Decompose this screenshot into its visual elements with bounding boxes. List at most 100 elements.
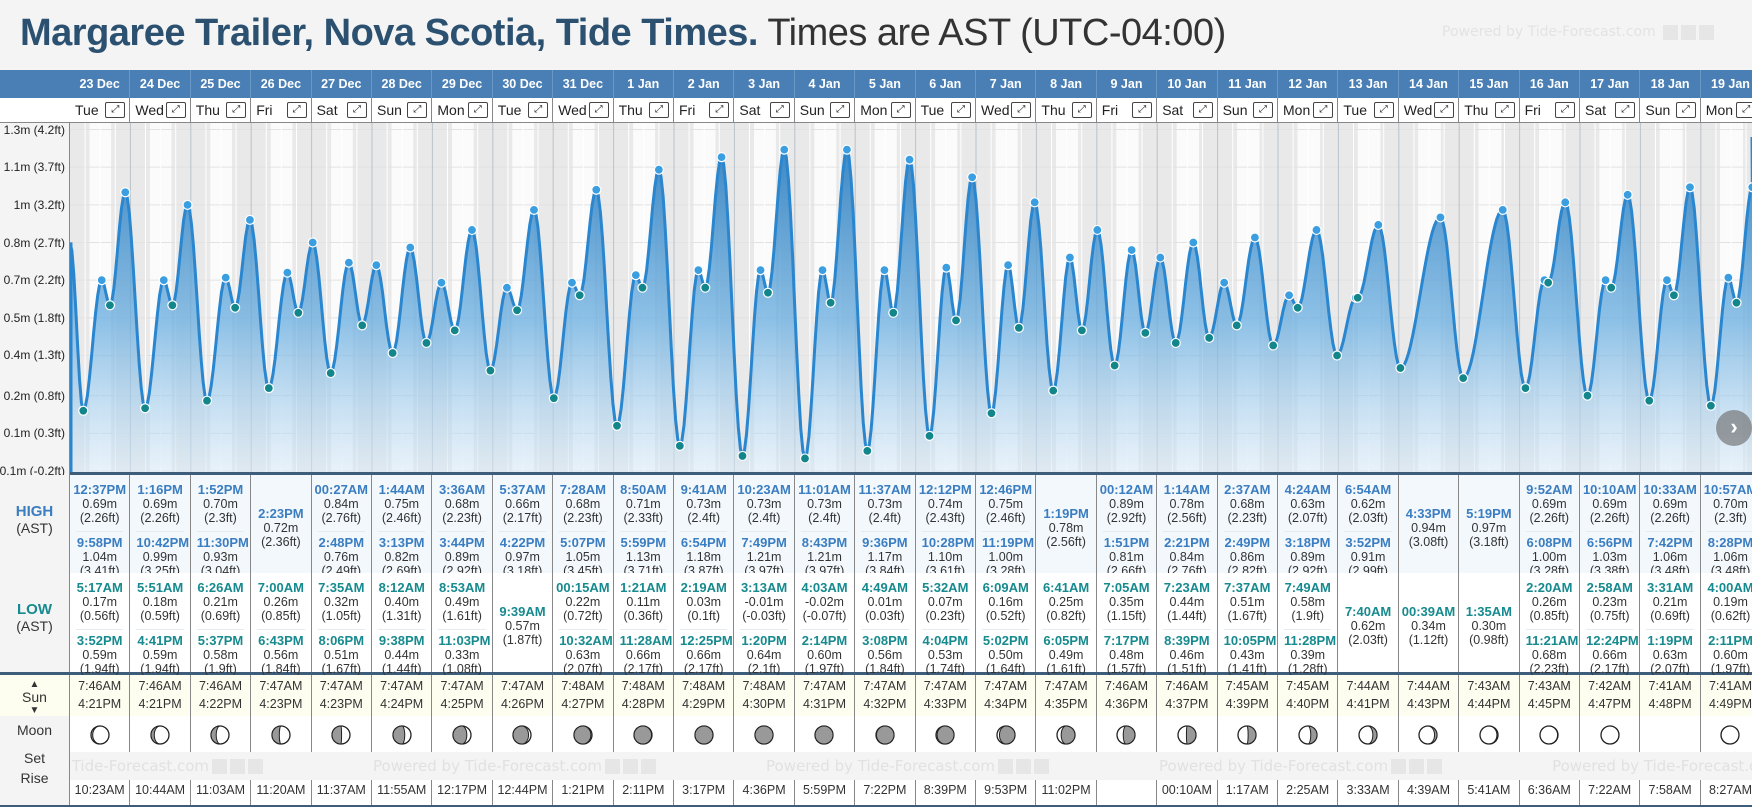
powered-by-link[interactable]: Powered by Tide-Forecast.com xyxy=(1442,24,1715,40)
expand-day-button[interactable]: ⤢ xyxy=(346,102,367,118)
high-tide-point[interactable] xyxy=(1283,290,1295,301)
low-tide-point[interactable] xyxy=(825,297,836,308)
high-tide-point[interactable] xyxy=(1373,219,1384,231)
expand-day-button[interactable]: ⤢ xyxy=(950,102,971,118)
low-tide-point[interactable] xyxy=(737,450,748,462)
high-tide-point[interactable] xyxy=(371,260,382,271)
expand-day-button[interactable]: ⤢ xyxy=(648,102,669,118)
low-tide-point[interactable] xyxy=(1395,362,1406,374)
low-tide-point[interactable] xyxy=(293,307,304,318)
high-tide-point[interactable] xyxy=(1723,272,1734,283)
high-tide-point[interactable] xyxy=(1684,182,1696,193)
low-tide-point[interactable] xyxy=(1013,322,1024,333)
expand-day-button[interactable]: ⤢ xyxy=(1736,102,1752,118)
low-tide-point[interactable] xyxy=(511,305,523,316)
low-tide-point[interactable] xyxy=(1606,282,1617,293)
low-tide-point[interactable] xyxy=(1048,385,1059,396)
high-tide-point[interactable] xyxy=(1311,224,1322,236)
low-tide-point[interactable] xyxy=(862,445,873,457)
low-tide-point[interactable] xyxy=(449,325,460,336)
high-tide-point[interactable] xyxy=(182,199,193,210)
low-tide-point[interactable] xyxy=(574,290,585,301)
powered-by-watermark[interactable]: Powered by Tide-Forecast.com xyxy=(766,752,1050,780)
high-tide-point[interactable] xyxy=(1126,244,1137,256)
high-tide-point[interactable] xyxy=(1064,252,1076,263)
high-tide-point[interactable] xyxy=(879,265,890,276)
low-tide-point[interactable] xyxy=(485,365,496,376)
high-tide-point[interactable] xyxy=(120,187,131,198)
high-tide-point[interactable] xyxy=(96,275,107,286)
high-tide-point[interactable] xyxy=(1092,224,1103,236)
low-tide-point[interactable] xyxy=(637,282,648,293)
low-tide-point[interactable] xyxy=(357,320,368,331)
low-tide-point[interactable] xyxy=(1644,395,1655,406)
expand-day-button[interactable]: ⤢ xyxy=(467,102,488,118)
high-tide-point[interactable] xyxy=(1747,182,1752,193)
expand-day-button[interactable]: ⤢ xyxy=(1011,102,1032,118)
low-tide-point[interactable] xyxy=(1731,297,1742,308)
low-tide-point[interactable] xyxy=(1170,337,1181,349)
low-tide-point[interactable] xyxy=(1458,372,1469,384)
high-tide-point[interactable] xyxy=(220,272,231,283)
high-tide-point[interactable] xyxy=(528,204,540,215)
low-tide-point[interactable] xyxy=(1331,350,1343,361)
high-tide-point[interactable] xyxy=(343,257,354,268)
expand-day-button[interactable]: ⤢ xyxy=(1675,102,1696,118)
powered-by-watermark[interactable]: Powered by Tide-Forecast.com xyxy=(1552,752,1752,780)
expand-day-button[interactable]: ⤢ xyxy=(890,102,911,118)
expand-day-button[interactable]: ⤢ xyxy=(830,102,851,118)
high-tide-point[interactable] xyxy=(282,267,293,278)
high-tide-point[interactable] xyxy=(158,275,169,286)
expand-day-button[interactable]: ⤢ xyxy=(1252,102,1273,118)
low-tide-point[interactable] xyxy=(700,282,711,293)
expand-day-button[interactable]: ⤢ xyxy=(709,102,730,118)
high-tide-point[interactable] xyxy=(1560,197,1571,208)
high-tide-point[interactable] xyxy=(817,265,828,276)
high-tide-point[interactable] xyxy=(1188,237,1199,248)
expand-day-button[interactable]: ⤢ xyxy=(528,102,549,118)
expand-day-button[interactable]: ⤢ xyxy=(1494,102,1515,118)
expand-day-button[interactable]: ⤢ xyxy=(1373,102,1394,118)
low-tide-point[interactable] xyxy=(167,300,178,311)
expand-day-button[interactable]: ⤢ xyxy=(1434,102,1455,118)
high-tide-point[interactable] xyxy=(653,164,664,175)
expand-day-button[interactable]: ⤢ xyxy=(1554,102,1575,118)
expand-day-button[interactable]: ⤢ xyxy=(407,102,428,118)
expand-day-button[interactable]: ⤢ xyxy=(769,102,790,118)
high-tide-point[interactable] xyxy=(1622,189,1633,200)
low-tide-point[interactable] xyxy=(1668,290,1680,301)
low-tide-point[interactable] xyxy=(1705,400,1716,411)
low-tide-point[interactable] xyxy=(230,302,241,313)
low-tide-point[interactable] xyxy=(1140,327,1151,338)
high-tide-point[interactable] xyxy=(1219,277,1230,288)
low-tide-point[interactable] xyxy=(888,307,899,318)
powered-by-watermark[interactable]: Powered by Tide-Forecast.com xyxy=(1159,752,1443,780)
high-tide-point[interactable] xyxy=(1497,204,1508,215)
high-tide-point[interactable] xyxy=(466,224,478,236)
high-tide-point[interactable] xyxy=(1003,260,1014,271)
low-tide-point[interactable] xyxy=(104,300,116,311)
low-tide-point[interactable] xyxy=(325,367,336,379)
low-tide-point[interactable] xyxy=(263,383,274,394)
high-tide-point[interactable] xyxy=(1600,275,1611,286)
low-tide-point[interactable] xyxy=(1204,332,1215,344)
high-tide-point[interactable] xyxy=(716,152,727,163)
low-tide-point[interactable] xyxy=(762,287,774,298)
low-tide-point[interactable] xyxy=(1292,302,1303,313)
low-tide-point[interactable] xyxy=(1076,325,1088,336)
low-tide-point[interactable] xyxy=(611,420,623,431)
high-tide-point[interactable] xyxy=(1435,212,1446,223)
expand-day-button[interactable]: ⤢ xyxy=(286,102,307,118)
powered-by-watermark[interactable]: Powered by Tide-Forecast.com xyxy=(70,752,264,780)
expand-day-button[interactable]: ⤢ xyxy=(588,102,609,118)
expand-day-button[interactable]: ⤢ xyxy=(1615,102,1636,118)
high-tide-point[interactable] xyxy=(307,237,318,248)
high-tide-point[interactable] xyxy=(501,282,513,293)
high-tide-point[interactable] xyxy=(904,154,915,165)
high-tide-point[interactable] xyxy=(1155,252,1166,263)
expand-day-button[interactable]: ⤢ xyxy=(1313,102,1334,118)
high-tide-point[interactable] xyxy=(693,265,704,276)
low-tide-point[interactable] xyxy=(1543,277,1554,288)
high-tide-point[interactable] xyxy=(405,242,416,253)
expand-day-button[interactable]: ⤢ xyxy=(165,102,186,118)
